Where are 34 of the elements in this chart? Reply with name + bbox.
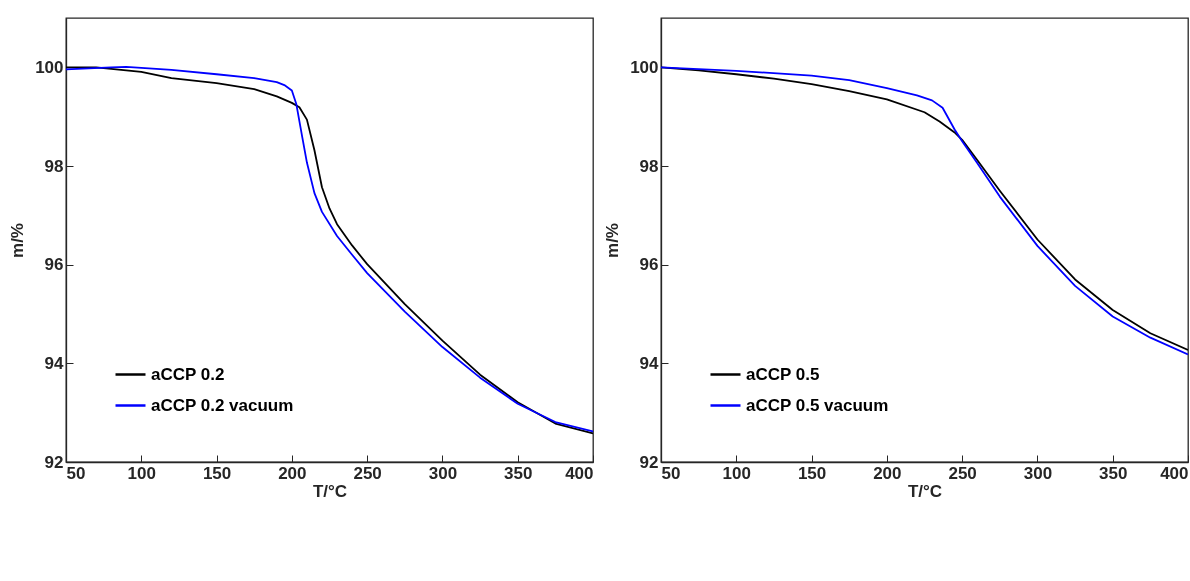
y-tick-label: 94 xyxy=(44,353,65,373)
legend-label: aCCP 0.5 xyxy=(746,364,820,384)
legend-label: aCCP 0.2 xyxy=(151,364,225,384)
x-tick-label: 150 xyxy=(797,463,827,483)
x-tick-label: 150 xyxy=(202,463,232,483)
x-tick-label: 250 xyxy=(353,463,382,483)
y-tick-label: 94 xyxy=(639,353,660,373)
x-tick-label: 50 xyxy=(661,463,681,483)
x-tick-label: 350 xyxy=(504,463,533,483)
x-axis-title: T/°C xyxy=(312,481,348,501)
x-tick-label: 250 xyxy=(948,463,977,483)
y-tick-label: 100 xyxy=(630,57,659,77)
x-tick-label: 100 xyxy=(127,463,156,483)
y-tick-label: 96 xyxy=(44,255,64,275)
x-tick-label: 200 xyxy=(278,463,307,483)
x-tick-label: 100 xyxy=(722,463,751,483)
x-tick-label: 300 xyxy=(1023,463,1053,483)
x-tick-label: 400 xyxy=(565,463,594,483)
x-tick-label: 400 xyxy=(1160,463,1189,483)
y-axis-title: m/% xyxy=(8,223,28,258)
legend-label: aCCP 0.5 vacuum xyxy=(746,395,889,415)
y-tick-label: 96 xyxy=(639,255,659,275)
x-tick-label: 200 xyxy=(873,463,902,483)
x-tick-label: 350 xyxy=(1099,463,1128,483)
x-tick-label: 300 xyxy=(428,463,458,483)
x-tick-label: 50 xyxy=(66,463,86,483)
y-tick-label: 92 xyxy=(639,452,659,472)
y-tick-label: 100 xyxy=(35,57,64,77)
x-axis-title: T/°C xyxy=(907,481,943,501)
y-tick-label: 98 xyxy=(639,156,659,176)
y-axis-title: m/% xyxy=(603,223,623,258)
y-tick-label: 98 xyxy=(44,156,64,176)
legend-label: aCCP 0.2 vacuum xyxy=(151,395,294,415)
y-tick-label: 92 xyxy=(44,452,64,472)
